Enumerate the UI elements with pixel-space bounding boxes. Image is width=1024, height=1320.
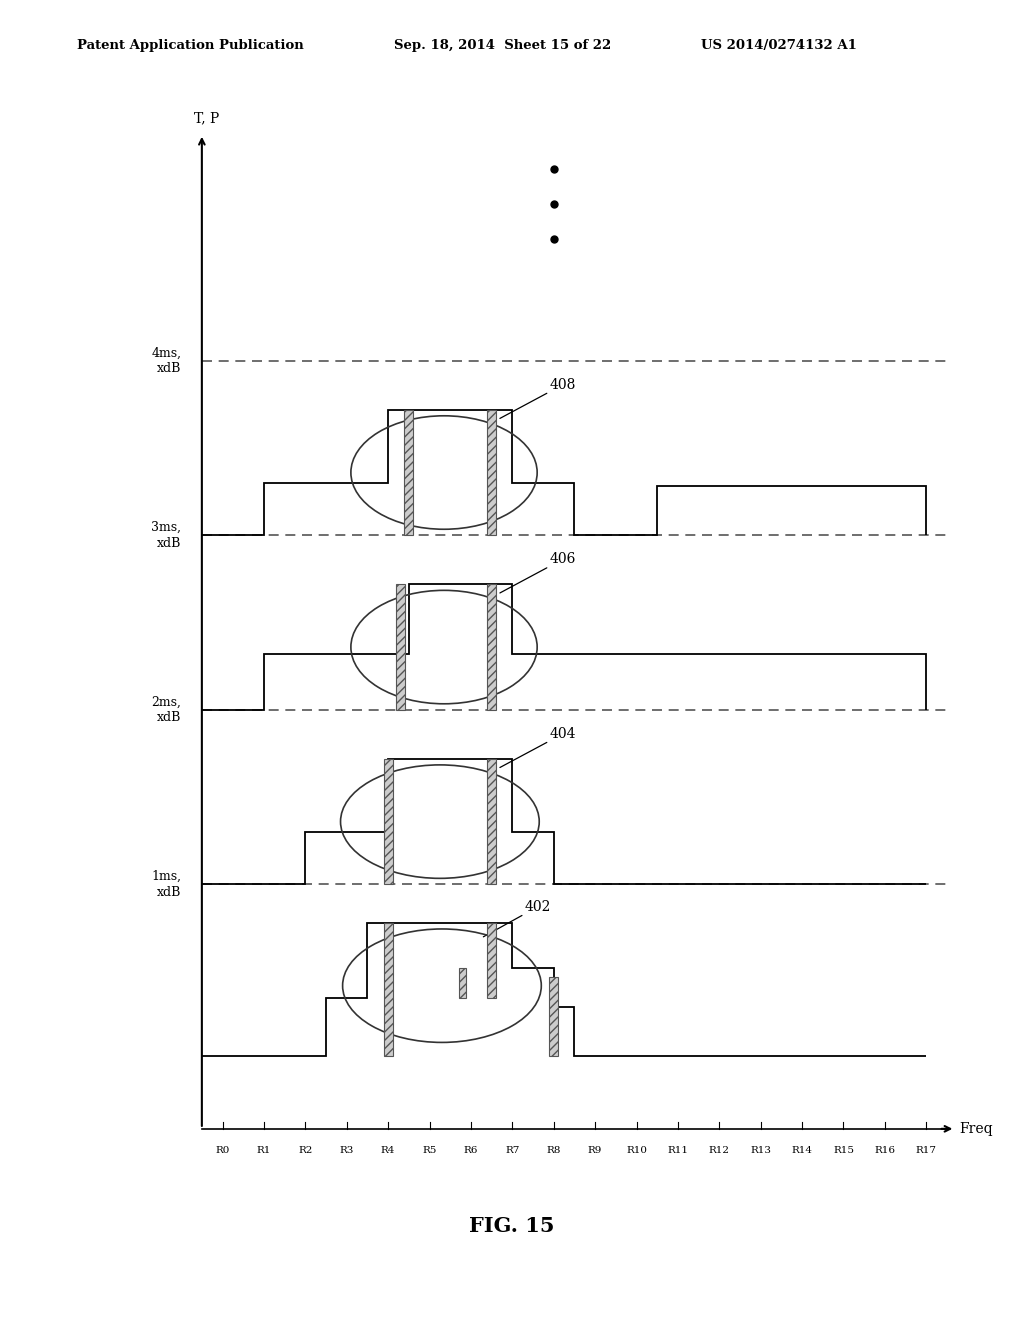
Text: Patent Application Publication: Patent Application Publication <box>77 38 303 51</box>
Text: 3ms,
xdB: 3ms, xdB <box>152 521 181 550</box>
Text: R1: R1 <box>257 1146 271 1155</box>
Text: US 2014/0274132 A1: US 2014/0274132 A1 <box>701 38 857 51</box>
Text: T, P: T, P <box>194 111 219 125</box>
Text: Sep. 18, 2014  Sheet 15 of 22: Sep. 18, 2014 Sheet 15 of 22 <box>394 38 611 51</box>
Bar <box>487 923 497 998</box>
Text: R8: R8 <box>547 1146 561 1155</box>
Bar <box>404 409 414 536</box>
Text: R9: R9 <box>588 1146 602 1155</box>
Text: R3: R3 <box>340 1146 354 1155</box>
Text: R5: R5 <box>422 1146 436 1155</box>
Bar <box>459 969 466 998</box>
Text: R4: R4 <box>381 1146 395 1155</box>
Text: R16: R16 <box>874 1146 895 1155</box>
Text: R14: R14 <box>792 1146 813 1155</box>
Text: R12: R12 <box>709 1146 730 1155</box>
Text: FIG. 15: FIG. 15 <box>469 1216 555 1236</box>
Text: 402: 402 <box>483 900 551 937</box>
Text: R7: R7 <box>505 1146 519 1155</box>
Text: 406: 406 <box>500 552 575 593</box>
Text: R0: R0 <box>215 1146 229 1155</box>
Text: R13: R13 <box>751 1146 771 1155</box>
Text: Freq: Freq <box>959 1122 993 1135</box>
Bar <box>384 759 392 884</box>
Text: R6: R6 <box>464 1146 478 1155</box>
Bar <box>384 923 392 1056</box>
Bar <box>487 409 497 536</box>
Text: 4ms,
xdB: 4ms, xdB <box>152 346 181 375</box>
Bar <box>549 977 558 1056</box>
Bar <box>396 585 406 710</box>
Text: 2ms,
xdB: 2ms, xdB <box>152 696 181 725</box>
Text: 1ms,
xdB: 1ms, xdB <box>152 870 181 899</box>
Text: R11: R11 <box>668 1146 688 1155</box>
Text: R17: R17 <box>915 1146 937 1155</box>
Text: 408: 408 <box>500 378 575 418</box>
Text: R15: R15 <box>833 1146 854 1155</box>
Text: R10: R10 <box>626 1146 647 1155</box>
Bar <box>487 585 497 710</box>
Text: 404: 404 <box>500 727 577 767</box>
Bar <box>487 759 497 884</box>
Text: R2: R2 <box>298 1146 312 1155</box>
